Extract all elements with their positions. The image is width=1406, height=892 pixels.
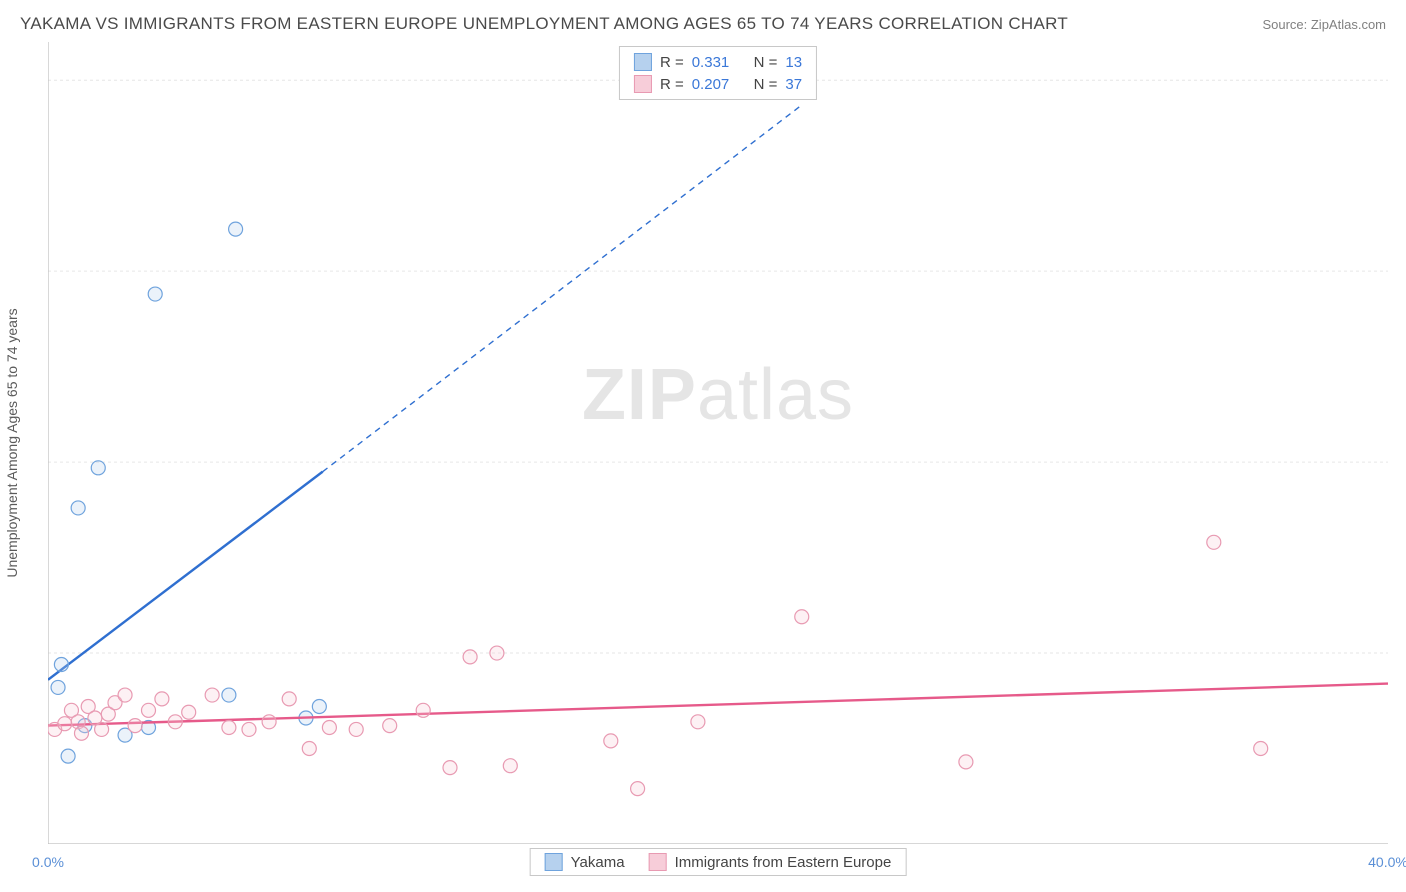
- chart-title: YAKAMA VS IMMIGRANTS FROM EASTERN EUROPE…: [20, 14, 1068, 34]
- legend-series-item: Immigrants from Eastern Europe: [649, 853, 892, 871]
- legend-correlation-row: R = 0.207 N = 37: [620, 73, 816, 95]
- legend-series: Yakama Immigrants from Eastern Europe: [530, 848, 907, 876]
- legend-series-item: Yakama: [545, 853, 625, 871]
- y-axis-label: Unemployment Among Ages 65 to 74 years: [4, 308, 20, 577]
- legend-correlation: R = 0.331 N = 13 R = 0.207 N = 37: [619, 46, 817, 100]
- source-attribution: Source: ZipAtlas.com: [1262, 17, 1386, 32]
- chart-container: Unemployment Among Ages 65 to 74 years Z…: [48, 42, 1388, 844]
- scatter-plot: [48, 42, 1388, 844]
- legend-correlation-row: R = 0.331 N = 13: [620, 51, 816, 73]
- x-tick-label: 40.0%: [1368, 854, 1406, 870]
- x-tick-label: 0.0%: [32, 854, 64, 870]
